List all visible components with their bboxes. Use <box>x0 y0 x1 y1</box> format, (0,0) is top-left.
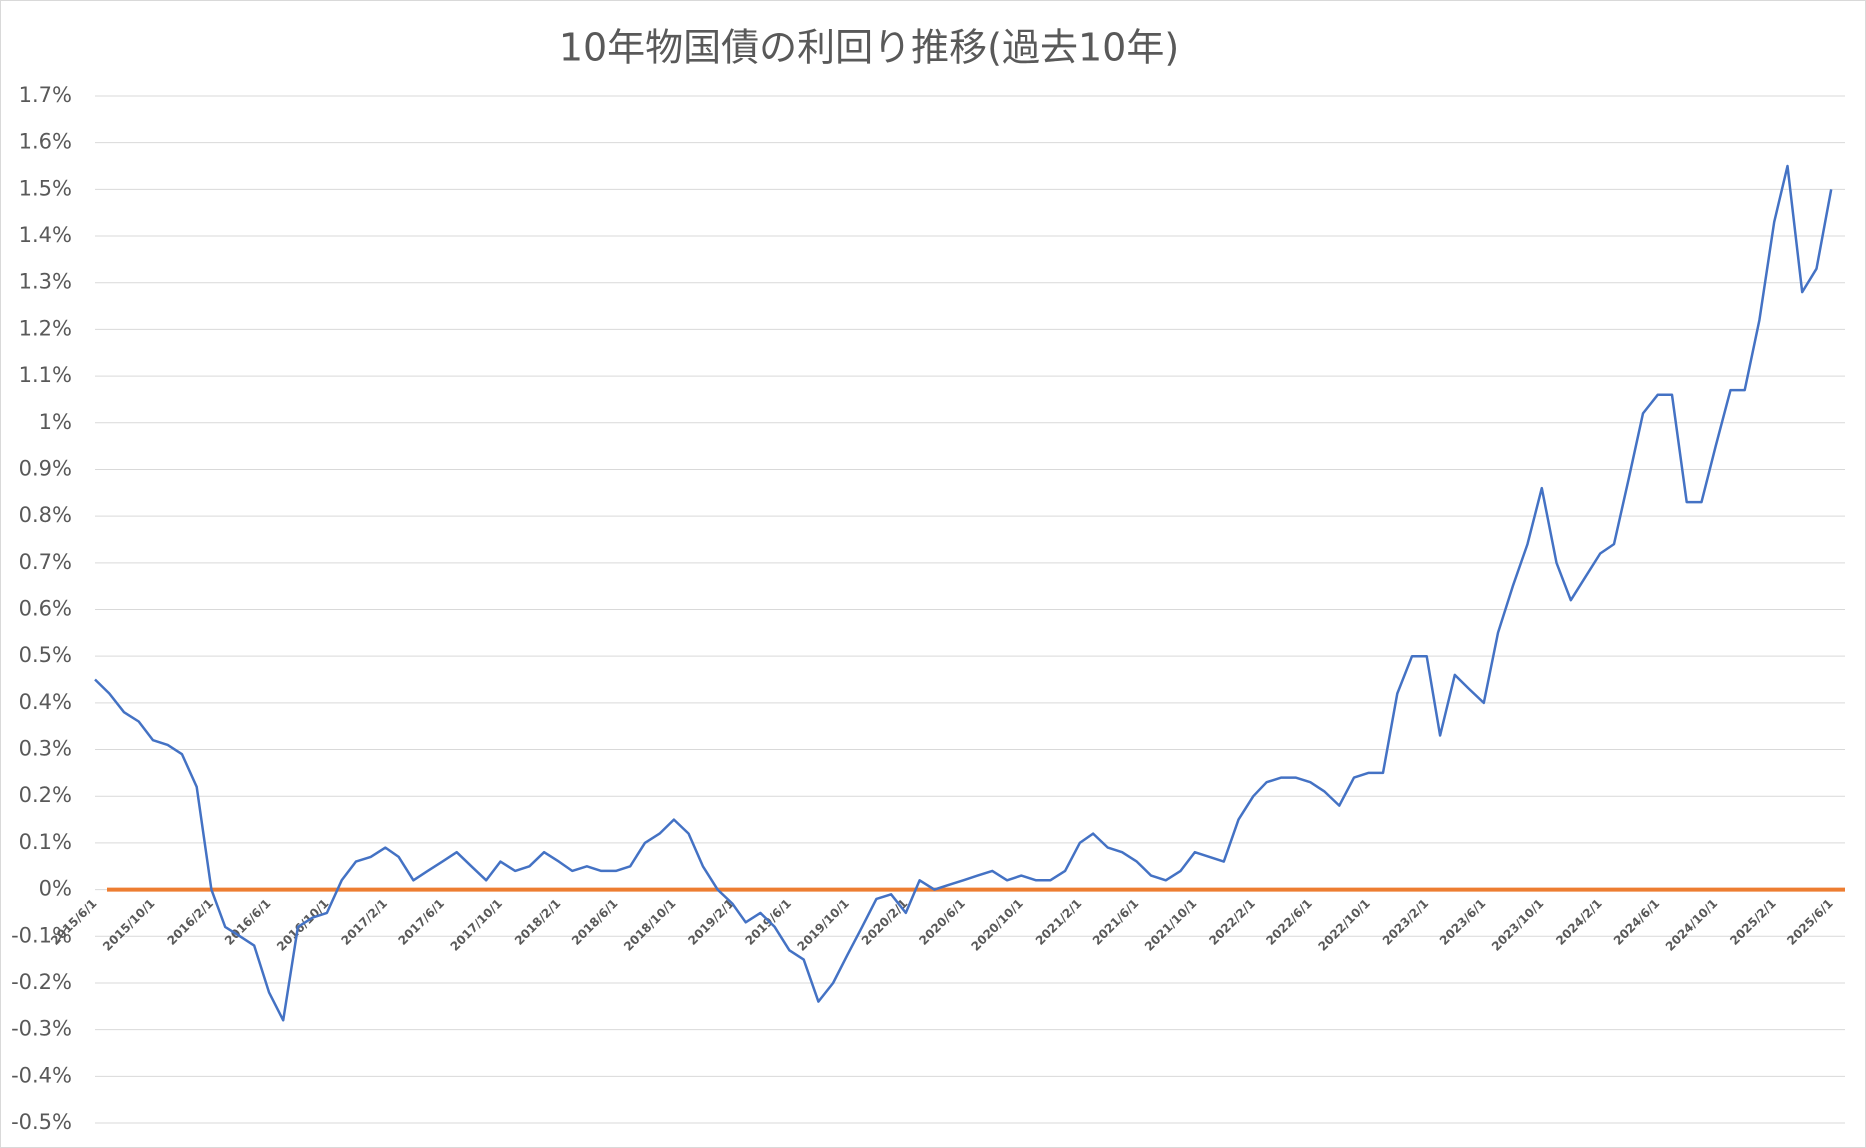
y-tick-label: 0% <box>39 877 72 901</box>
y-tick-label: 1.7% <box>19 83 72 107</box>
y-tick-label: -0.3% <box>11 1017 72 1041</box>
y-tick-label: 0.4% <box>19 690 72 714</box>
y-tick-label: 0.7% <box>19 550 72 574</box>
y-tick-label: -0.5% <box>11 1110 72 1134</box>
y-tick-label: -0.2% <box>11 970 72 994</box>
y-tick-label: 1.4% <box>19 223 72 247</box>
y-tick-label: -0.1% <box>11 923 72 947</box>
y-tick-label: 1.3% <box>19 270 72 294</box>
y-tick-label: 1.1% <box>19 363 72 387</box>
y-tick-label: 0.9% <box>19 456 72 480</box>
y-tick-label: 0.8% <box>19 503 72 527</box>
y-tick-label: 0.5% <box>19 643 72 667</box>
chart-title: 10年物国債の利回り推移(過去10年) <box>559 26 1179 70</box>
y-tick-label: 0.6% <box>19 597 72 621</box>
y-tick-label: 1.2% <box>19 316 72 340</box>
y-tick-label: 1.5% <box>19 176 72 200</box>
data-line <box>94 164 1833 1022</box>
y-tick-label: 0.2% <box>19 783 72 807</box>
y-tick-label: 1.6% <box>19 130 72 154</box>
y-tick-label: -0.4% <box>11 1063 72 1087</box>
y-tick-label: 1% <box>39 410 72 434</box>
y-tick-label: 0.3% <box>19 737 72 761</box>
y-tick-label: 0.1% <box>19 830 72 854</box>
